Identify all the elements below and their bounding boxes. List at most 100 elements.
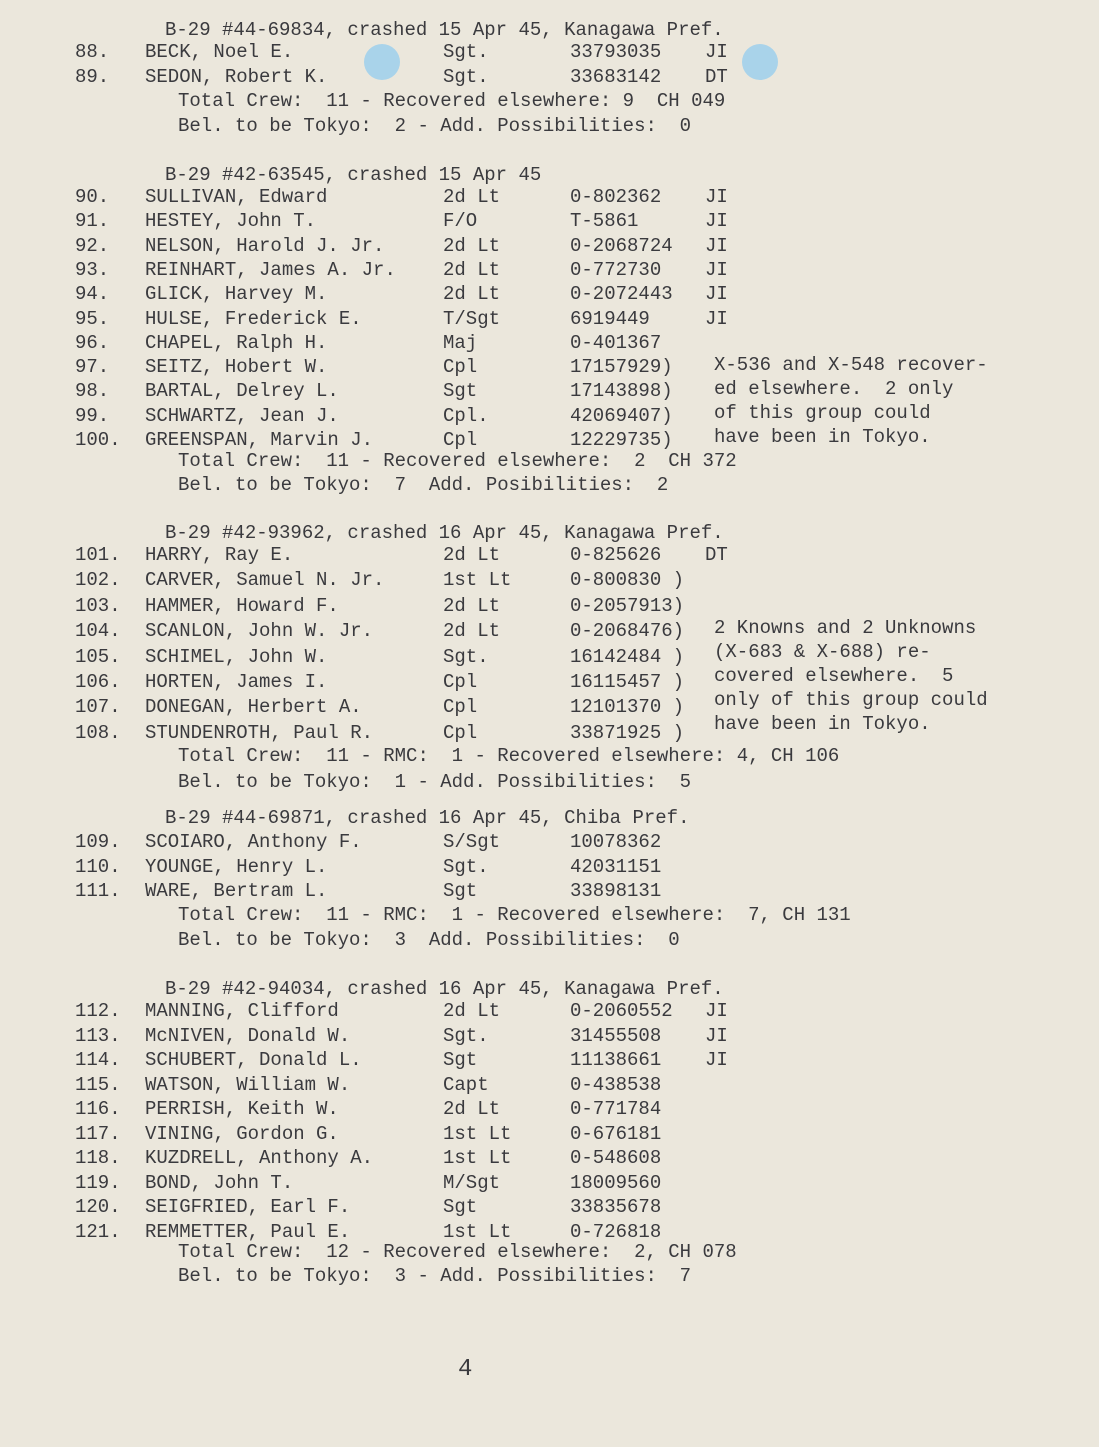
crew-status: JI [705, 1049, 728, 1071]
remarks-note: ed elsewhere. 2 only [714, 378, 954, 400]
crew-rank: 2d Lt [443, 258, 501, 281]
crew-name: KUZDRELL, Anthony A. [145, 1147, 374, 1169]
remarks-note: 2 Knowns and 2 Unknowns [714, 617, 977, 639]
crew-name: NELSON, Harold J. Jr. [145, 234, 385, 257]
crew-rank: Cpl [443, 721, 478, 744]
punch-hole-left [364, 44, 400, 80]
crew-rank: Cpl [443, 696, 478, 719]
total-crew-summary: Total Crew: 11 - RMC: 1 - Recovered else… [178, 904, 851, 926]
total-crew-summary: Total Crew: 12 - Recovered elsewhere: 2,… [178, 1241, 737, 1263]
crew-name: HESTEY, John T. [145, 210, 317, 233]
crew-rank: M/Sgt [443, 1171, 501, 1194]
crew-rank: F/O [443, 210, 478, 233]
row-number: 103. [75, 594, 121, 617]
crew-name: SEIGFRIED, Earl F. [145, 1196, 351, 1218]
row-number: 96. [75, 331, 110, 354]
crew-status: JI [705, 186, 728, 208]
crew-name: STUNDENROTH, Paul R. [145, 721, 374, 744]
crew-rank: 2d Lt [443, 620, 501, 643]
row-number: 99. [75, 404, 110, 427]
remarks-note: have been in Tokyo. [714, 426, 931, 448]
total-crew-summary: Total Crew: 11 - RMC: 1 - Recovered else… [178, 745, 840, 767]
crew-name: CHAPEL, Ralph H. [145, 331, 328, 354]
row-number: 118. [75, 1147, 121, 1169]
serial-number: 0-771784 [570, 1098, 662, 1120]
crew-name: HARRY, Ray E. [145, 544, 294, 566]
crew-name: GREENSPAN, Marvin J. [145, 429, 374, 451]
crew-rank: Sgt. [443, 855, 489, 878]
crew-status: DT [705, 65, 728, 88]
row-number: 119. [75, 1171, 121, 1194]
crew-name: MANNING, Clifford [145, 1000, 339, 1022]
row-number: 97. [75, 356, 110, 379]
serial-number: 0-772730 [570, 258, 662, 281]
row-number: 108. [75, 721, 121, 744]
tokyo-summary: Bel. to be Tokyo: 7 Add. Posibilities: 2 [178, 474, 669, 496]
crew-rank: Cpl. [443, 404, 489, 427]
row-number: 111. [75, 880, 121, 902]
row-number: 101. [75, 544, 121, 566]
crew-status: JI [705, 307, 728, 330]
crew-rank: 2d Lt [443, 186, 501, 208]
serial-number: 12229735) [570, 429, 673, 451]
crew-rank: Sgt. [443, 1024, 489, 1047]
serial-number: 17157929) [570, 356, 673, 379]
crew-rank: 1st Lt [443, 1122, 512, 1145]
row-number: 95. [75, 307, 110, 330]
row-number: 102. [75, 569, 121, 592]
row-number: 113. [75, 1024, 121, 1047]
crew-name: HULSE, Frederick E. [145, 307, 362, 330]
crew-rank: Sgt [443, 1196, 478, 1218]
row-number: 91. [75, 210, 110, 233]
crew-status: JI [705, 1000, 728, 1022]
row-number: 115. [75, 1073, 121, 1096]
tokyo-summary: Bel. to be Tokyo: 3 - Add. Possibilities… [178, 1265, 692, 1287]
page-number: 4 [458, 1356, 473, 1383]
row-number: 107. [75, 696, 121, 719]
row-number: 114. [75, 1049, 121, 1071]
tokyo-summary: Bel. to be Tokyo: 3 Add. Possibilities: … [178, 929, 680, 951]
crew-name: SULLIVAN, Edward [145, 186, 328, 208]
crew-rank: 2d Lt [443, 544, 501, 566]
crew-name: SCANLON, John W. Jr. [145, 620, 374, 643]
crew-name: McNIVEN, Donald W. [145, 1024, 351, 1047]
crew-rank: Cpl [443, 429, 478, 451]
remarks-note: X-536 and X-548 recover- [714, 354, 988, 376]
serial-number: T-5861 [570, 210, 639, 233]
crew-rank: 2d Lt [443, 283, 501, 306]
serial-number: 33683142 [570, 65, 662, 88]
serial-number: 0-438538 [570, 1073, 662, 1096]
serial-number: 6919449 [570, 307, 650, 330]
aircraft-header: B-29 #44-69871, crashed 16 Apr 45, Chiba… [165, 807, 690, 829]
crew-name: PERRISH, Keith W. [145, 1098, 339, 1120]
serial-number: 0-548608 [570, 1147, 662, 1169]
serial-number: 31455508 [570, 1024, 662, 1047]
aircraft-header: B-29 #42-94034, crashed 16 Apr 45, Kanag… [165, 978, 724, 1000]
remarks-note: have been in Tokyo. [714, 713, 931, 735]
serial-number: 33898131 [570, 880, 662, 902]
row-number: 121. [75, 1220, 121, 1243]
crew-rank: 1st Lt [443, 1220, 512, 1243]
row-number: 116. [75, 1098, 121, 1120]
crew-rank: Cpl [443, 356, 478, 379]
aircraft-header: B-29 #44-69834, crashed 15 Apr 45, Kanag… [165, 19, 724, 41]
serial-number: 0-802362 [570, 186, 662, 208]
serial-number: 0-401367 [570, 331, 662, 354]
crew-status: JI [705, 41, 728, 63]
crew-rank: Capt [443, 1073, 489, 1096]
crew-rank: 1st Lt [443, 569, 512, 592]
aircraft-header: B-29 #42-63545, crashed 15 Apr 45 [165, 164, 542, 186]
row-number: 104. [75, 620, 121, 643]
row-number: 112. [75, 1000, 121, 1022]
crew-status: JI [705, 283, 728, 306]
crew-name: CARVER, Samuel N. Jr. [145, 569, 385, 592]
row-number: 105. [75, 645, 121, 668]
serial-number: 18009560 [570, 1171, 662, 1194]
row-number: 117. [75, 1122, 121, 1145]
crew-status: JI [705, 210, 728, 233]
crew-name: GLICK, Harvey M. [145, 283, 328, 306]
serial-number: 10078362 [570, 831, 662, 853]
crew-status: JI [705, 1024, 728, 1047]
row-number: 88. [75, 41, 110, 63]
remarks-note: covered elsewhere. 5 [714, 665, 954, 687]
